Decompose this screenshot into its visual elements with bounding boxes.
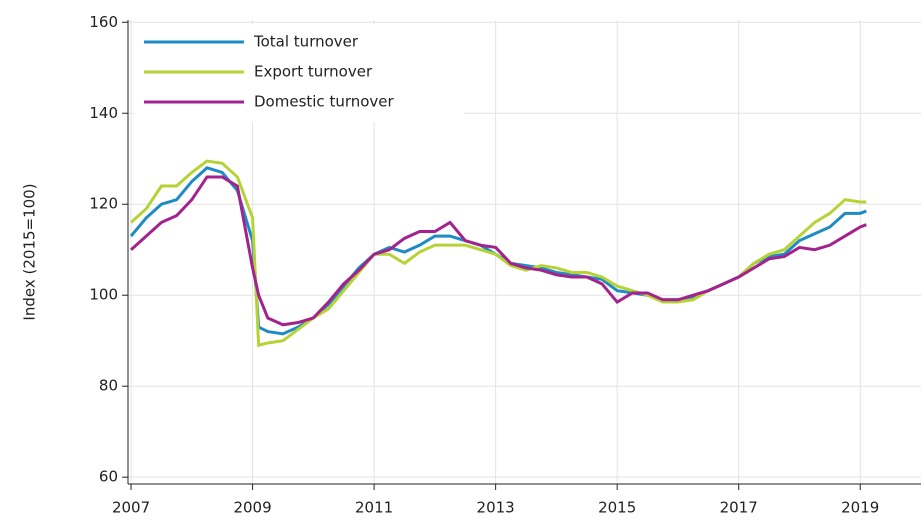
line-series <box>130 159 867 348</box>
legend-label: Domestic turnover <box>254 93 395 111</box>
line-series <box>130 175 867 327</box>
x-tick-label: 2013 <box>477 499 515 517</box>
y-tick-label: 160 <box>89 13 118 31</box>
y-axis-label: Index (2015=100) <box>21 183 39 320</box>
x-tick-label: 2019 <box>841 499 879 517</box>
legend-label: Export turnover <box>254 63 373 81</box>
y-tick-label: 140 <box>89 104 118 122</box>
x-tick-label: 2009 <box>233 499 271 517</box>
x-tick-label: 2017 <box>720 499 758 517</box>
x-tick-label: 2015 <box>598 499 636 517</box>
y-tick-label: 80 <box>99 377 118 395</box>
y-tick-label: 60 <box>99 468 118 486</box>
y-tick-label: 100 <box>89 286 118 304</box>
y-tick-label: 120 <box>89 195 118 213</box>
x-tick-label: 2007 <box>112 499 150 517</box>
legend-label: Total turnover <box>253 33 359 51</box>
x-tick-label: 2011 <box>355 499 393 517</box>
